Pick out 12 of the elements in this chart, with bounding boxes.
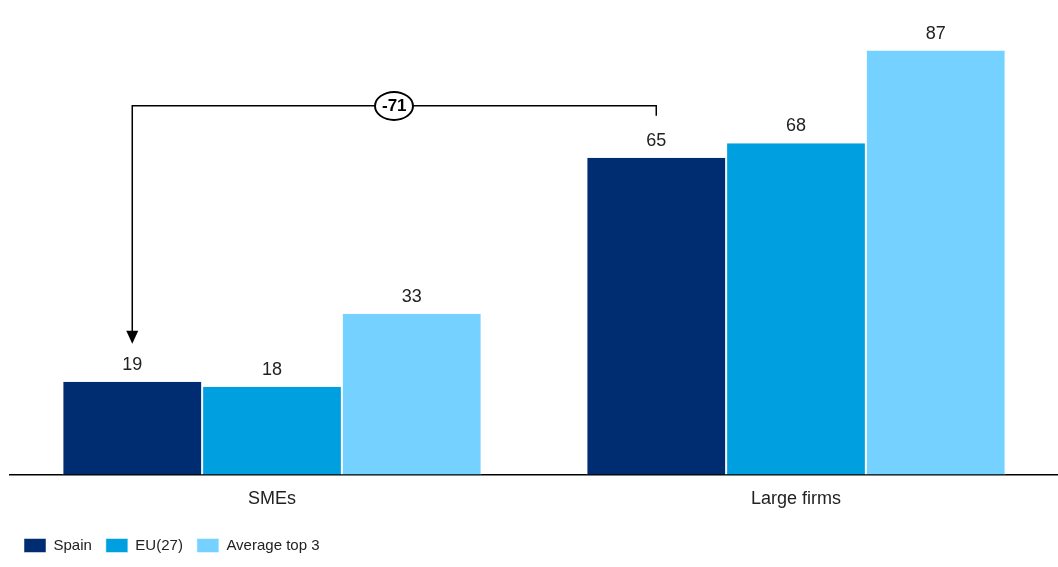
legend-label: Average top 3: [226, 535, 320, 553]
data-label: 33: [401, 285, 422, 306]
legend-label: EU(27): [135, 535, 183, 553]
legend-label: Spain: [53, 535, 92, 553]
data-label: 65: [646, 129, 667, 150]
data-label: 19: [122, 353, 143, 374]
annotation: -71: [374, 90, 415, 121]
x-tick-label: Large firms: [750, 488, 842, 509]
data-label: 87: [925, 22, 946, 43]
data-label: 18: [261, 358, 283, 379]
data-label: 68: [785, 115, 807, 136]
x-tick-label: SMEs: [247, 488, 297, 509]
